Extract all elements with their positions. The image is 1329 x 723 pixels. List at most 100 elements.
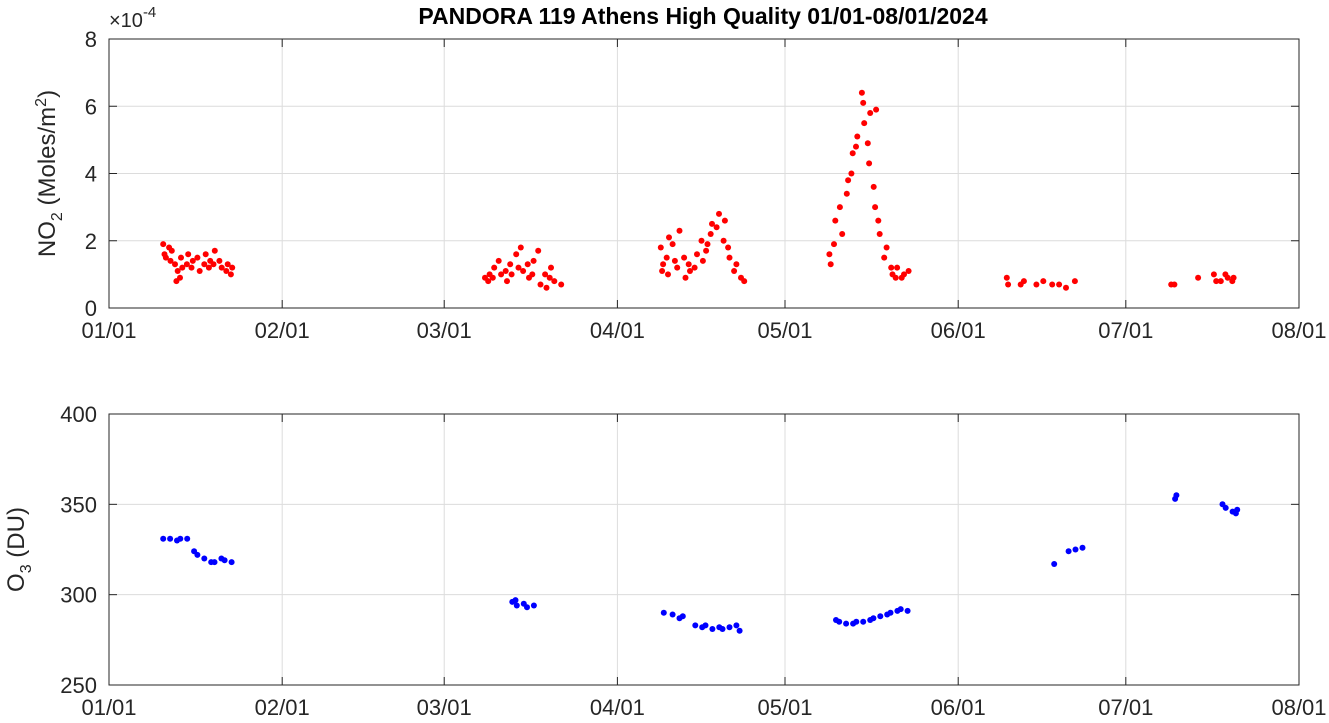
data-point xyxy=(168,247,175,254)
data-point xyxy=(679,613,686,620)
data-point xyxy=(537,281,544,288)
data-point xyxy=(704,241,711,248)
data-point xyxy=(1173,492,1180,499)
data-point xyxy=(721,217,728,224)
data-point xyxy=(524,261,531,268)
data-point xyxy=(224,261,231,268)
data-point xyxy=(726,254,733,261)
data-point xyxy=(699,257,706,264)
data-point xyxy=(726,624,733,631)
data-point xyxy=(178,254,184,261)
data-point xyxy=(205,264,212,271)
data-point xyxy=(524,604,530,611)
data-point xyxy=(853,618,860,625)
data-point xyxy=(1079,544,1086,551)
data-point xyxy=(694,251,700,258)
data-point xyxy=(201,555,208,562)
data-point xyxy=(512,597,519,604)
data-point xyxy=(485,278,492,285)
data-point xyxy=(211,247,218,254)
data-point xyxy=(227,271,234,278)
data-point xyxy=(725,244,732,251)
data-point xyxy=(535,247,542,254)
data-point xyxy=(843,190,850,197)
data-point xyxy=(860,618,867,625)
data-point xyxy=(1005,281,1012,288)
data-point xyxy=(546,274,553,281)
data-point xyxy=(530,602,537,609)
x-tick-label: 04/01 xyxy=(590,318,645,343)
data-point xyxy=(709,220,715,227)
data-point xyxy=(502,268,509,274)
series-1 xyxy=(160,492,1241,634)
x-tick-label: 05/01 xyxy=(757,695,812,720)
data-point xyxy=(698,237,705,244)
data-point xyxy=(1171,281,1178,288)
data-point xyxy=(836,204,843,211)
data-point xyxy=(736,627,743,634)
data-point xyxy=(551,278,558,285)
data-point xyxy=(861,120,868,127)
data-point xyxy=(702,622,709,629)
data-point xyxy=(1210,271,1217,278)
data-point xyxy=(218,264,225,271)
x-tick-label: 04/01 xyxy=(590,695,645,720)
plots: 01/01 02/01 03/01 04/01 05/01 06/01 07/01 08/01… xyxy=(3,4,1327,720)
data-point xyxy=(174,268,181,274)
x-tick-label: 08/01 xyxy=(1271,318,1326,343)
axes-frame xyxy=(108,413,1300,686)
data-point xyxy=(676,227,683,234)
data-point xyxy=(703,247,710,254)
data-point xyxy=(905,268,912,274)
data-point xyxy=(1040,278,1047,285)
data-point xyxy=(504,278,510,285)
data-point xyxy=(543,284,550,291)
data-point xyxy=(860,99,867,106)
y-tick-label: 0 xyxy=(85,296,97,321)
data-point xyxy=(529,271,536,278)
data-point xyxy=(1222,271,1229,278)
data-point xyxy=(892,274,899,281)
data-point xyxy=(720,237,727,244)
y-tick-label: 8 xyxy=(85,27,97,52)
data-point xyxy=(663,254,670,261)
data-point xyxy=(530,257,537,264)
data-point xyxy=(177,535,184,542)
data-point xyxy=(1056,281,1063,288)
x-tick-label: 01/01 xyxy=(81,695,136,720)
x-tick-label: 07/01 xyxy=(1098,318,1153,343)
data-point xyxy=(660,609,667,616)
x-tick-label: 02/01 xyxy=(255,318,310,343)
y-tick-label: 350 xyxy=(60,492,97,517)
data-point xyxy=(210,261,217,268)
y-tick-label: 250 xyxy=(60,673,97,698)
x-tick-label: 03/01 xyxy=(417,318,472,343)
data-point xyxy=(1049,281,1056,288)
data-point xyxy=(854,133,861,140)
data-point xyxy=(707,231,714,237)
data-point xyxy=(877,613,884,620)
y-tick-label: 4 xyxy=(85,162,97,187)
data-point xyxy=(836,618,843,625)
data-point xyxy=(665,271,671,278)
data-point xyxy=(1234,506,1241,513)
subplot-1: 01/01 02/01 03/01 04/01 05/01 06/01 07/01 08/01… xyxy=(33,4,1327,343)
data-point xyxy=(709,626,716,632)
data-point xyxy=(194,254,201,261)
data-point xyxy=(741,278,748,285)
data-point xyxy=(660,261,667,268)
data-point xyxy=(172,261,178,268)
data-point xyxy=(1071,278,1078,285)
data-point xyxy=(719,626,726,632)
series-1 xyxy=(160,89,1237,291)
data-point xyxy=(682,274,689,281)
data-point xyxy=(1213,278,1220,285)
data-point xyxy=(876,231,883,237)
data-point xyxy=(1063,284,1069,291)
data-point xyxy=(162,254,169,261)
data-point xyxy=(897,606,904,613)
data-point xyxy=(548,264,554,271)
data-point xyxy=(196,268,203,274)
x-tick-label: 06/01 xyxy=(931,318,986,343)
data-point xyxy=(515,264,522,271)
